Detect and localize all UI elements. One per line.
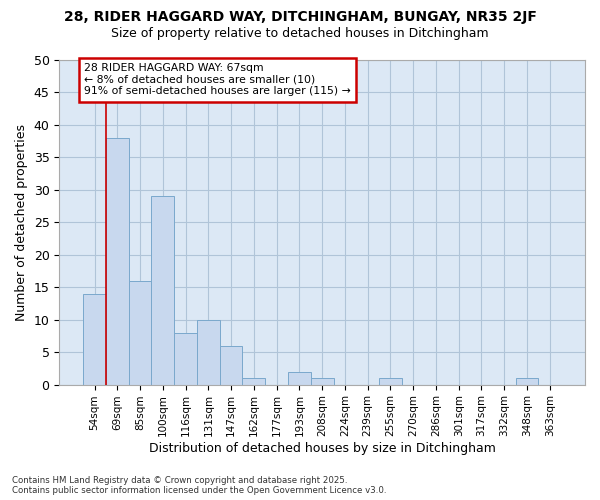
Bar [242, 378, 265, 384]
Text: Contains HM Land Registry data © Crown copyright and database right 2025.
Contai: Contains HM Land Registry data © Crown c… [12, 476, 386, 495]
Bar [311, 378, 334, 384]
Bar [197, 320, 220, 384]
Bar [515, 378, 538, 384]
Text: 28 RIDER HAGGARD WAY: 67sqm
← 8% of detached houses are smaller (10)
91% of semi: 28 RIDER HAGGARD WAY: 67sqm ← 8% of deta… [85, 63, 351, 96]
Text: 28, RIDER HAGGARD WAY, DITCHINGHAM, BUNGAY, NR35 2JF: 28, RIDER HAGGARD WAY, DITCHINGHAM, BUNG… [64, 10, 536, 24]
Bar [174, 332, 197, 384]
Bar [151, 196, 174, 384]
Bar [220, 346, 242, 385]
Bar [379, 378, 402, 384]
X-axis label: Distribution of detached houses by size in Ditchingham: Distribution of detached houses by size … [149, 442, 496, 455]
Bar [288, 372, 311, 384]
Bar [106, 138, 128, 384]
Text: Size of property relative to detached houses in Ditchingham: Size of property relative to detached ho… [111, 28, 489, 40]
Bar [83, 294, 106, 384]
Y-axis label: Number of detached properties: Number of detached properties [15, 124, 28, 321]
Bar [128, 280, 151, 384]
